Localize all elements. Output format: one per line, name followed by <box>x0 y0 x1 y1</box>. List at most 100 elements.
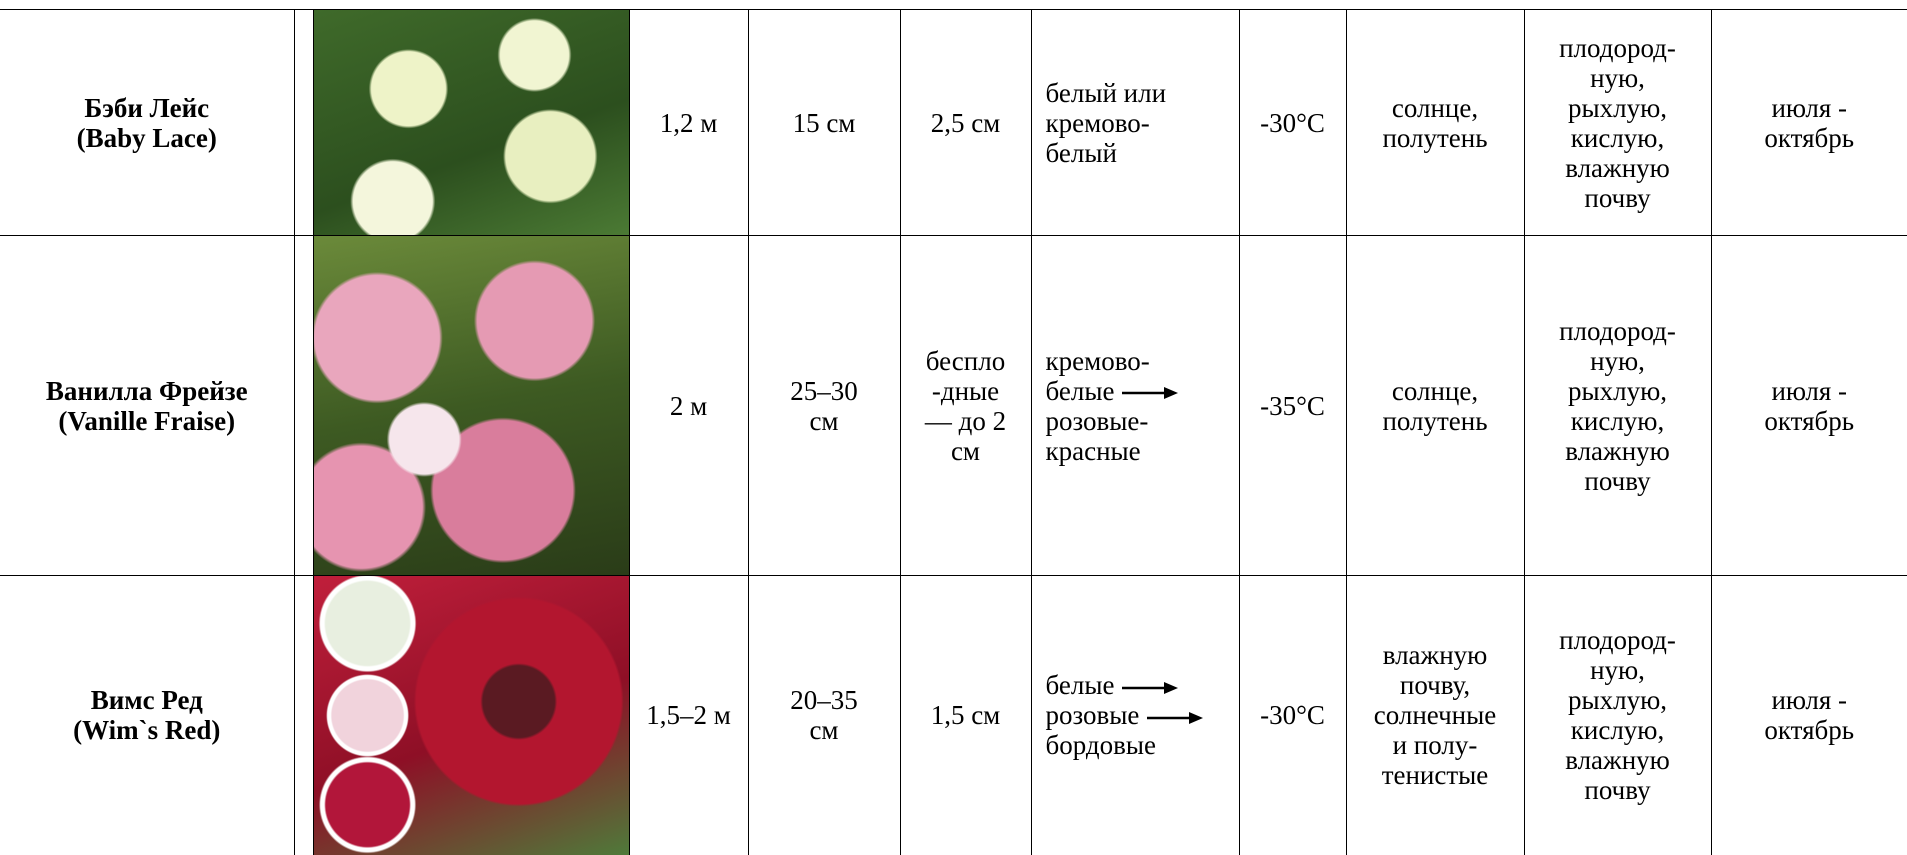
cell-line: красные <box>1046 436 1233 466</box>
cell-line: рыхлую, <box>1531 93 1705 123</box>
cell-text: Ванилла Фрейзе <box>46 376 248 406</box>
variety-photo <box>314 10 629 235</box>
cell-text: (Wim`s Red) <box>73 715 220 745</box>
cell-line: 25–30 <box>755 376 894 406</box>
arrow <box>1122 387 1178 399</box>
cell-text: кремово- <box>1046 346 1150 376</box>
cell-text: Вимс Ред <box>91 685 203 715</box>
cell-text: бордовые <box>1046 730 1157 760</box>
cell-text: влажную <box>1565 436 1670 466</box>
cell-text: 2,5 см <box>931 108 1001 138</box>
cell-text: солнце, <box>1392 376 1478 406</box>
cell-line: белые <box>1046 670 1233 700</box>
cell-line: см <box>907 436 1025 466</box>
cell-line: и полу- <box>1353 730 1518 760</box>
name-cell: Вимс Ред(Wim`s Red) <box>0 576 294 855</box>
cell-line: июля - <box>1718 685 1902 715</box>
cell-text: см <box>951 436 980 466</box>
cell-text: и полу- <box>1393 730 1478 760</box>
spacer-cell <box>294 10 313 236</box>
arrow-head <box>1164 682 1178 694</box>
cell-line: октябрь <box>1718 406 1902 436</box>
arrow-head <box>1164 387 1178 399</box>
cell-text: -30°C <box>1260 108 1325 138</box>
cell-text: солнечные <box>1374 700 1497 730</box>
cell-line: 20–35 <box>755 685 894 715</box>
cell-text: почву <box>1584 775 1650 805</box>
cell-text: 15 см <box>793 108 856 138</box>
cell-line: (Vanille Fraise) <box>6 406 288 436</box>
cell-line: 1,2 м <box>636 108 742 138</box>
cell-line: см <box>755 715 894 745</box>
cell-line: почву <box>1531 775 1705 805</box>
variety-photo <box>314 576 629 855</box>
cell-text: тенистые <box>1382 760 1489 790</box>
bloom-cell: июля -октябрь <box>1711 576 1907 855</box>
variety-photo <box>314 236 629 575</box>
cell-line: октябрь <box>1718 123 1902 153</box>
cell-text: см <box>809 715 838 745</box>
cell-text: — до 2 <box>925 406 1006 436</box>
arrow <box>1122 682 1178 694</box>
cell-text: ную, <box>1590 655 1645 685</box>
cell-line: июля - <box>1718 93 1902 123</box>
cell-line: розовые- <box>1046 406 1233 436</box>
img-cell <box>313 576 629 855</box>
cell-line: -дные <box>907 376 1025 406</box>
cell-line: Ванилла Фрейзе <box>6 376 288 406</box>
spacer-cell <box>294 576 313 855</box>
arrow <box>1147 712 1203 724</box>
cell-text: -30°C <box>1260 700 1325 730</box>
cell-line: -35°C <box>1246 391 1340 421</box>
cell-text: 1,2 м <box>660 108 718 138</box>
cell-line: 1,5–2 м <box>636 700 742 730</box>
cell-line: солнечные <box>1353 700 1518 730</box>
cell-text: влажную <box>1565 745 1670 775</box>
img-cell <box>313 236 629 576</box>
cell-line: белые <box>1046 376 1233 406</box>
cell-text: белые <box>1046 670 1115 700</box>
cell-line: — до 2 <box>907 406 1025 436</box>
cell-line: см <box>755 406 894 436</box>
name-cell: Ванилла Фрейзе(Vanille Fraise) <box>0 236 294 576</box>
flower-cell: 2,5 см <box>900 10 1031 236</box>
cell-line: кремово- <box>1046 108 1233 138</box>
cell-text: влажную <box>1565 153 1670 183</box>
cell-line: бордовые <box>1046 730 1233 760</box>
cell-text: -35°C <box>1260 391 1325 421</box>
cell-line: плодород- <box>1531 625 1705 655</box>
cell-text: розовые <box>1046 700 1140 730</box>
cell-line: Бэби Лейс <box>6 93 288 123</box>
cell-line: почву, <box>1353 670 1518 700</box>
cell-line: белый <box>1046 138 1233 168</box>
height-cell: 1,2 м <box>629 10 748 236</box>
cell-text: 1,5–2 м <box>646 700 731 730</box>
light-cell: солнце,полутень <box>1346 10 1524 236</box>
cell-line: ную, <box>1531 63 1705 93</box>
height-cell: 1,5–2 м <box>629 576 748 855</box>
cell-line: 2 м <box>636 391 742 421</box>
cell-line: солнце, <box>1353 93 1518 123</box>
cell-text: плодород- <box>1559 33 1676 63</box>
cell-text: белый или <box>1046 78 1167 108</box>
cell-line: кислую, <box>1531 123 1705 153</box>
document: {"table": {"rows": [ {"name": ["Бэби Лей… <box>0 0 1907 854</box>
cell-line: солнце, <box>1353 376 1518 406</box>
frost-cell: -30°C <box>1239 10 1346 236</box>
cell-text: розовые- <box>1046 406 1149 436</box>
cell-text: кислую, <box>1571 715 1664 745</box>
cell-line: тенистые <box>1353 760 1518 790</box>
cell-text: полутень <box>1382 406 1487 436</box>
cell-text: кислую, <box>1571 406 1664 436</box>
cell-text: кислую, <box>1571 123 1664 153</box>
cell-line: -30°C <box>1246 700 1340 730</box>
